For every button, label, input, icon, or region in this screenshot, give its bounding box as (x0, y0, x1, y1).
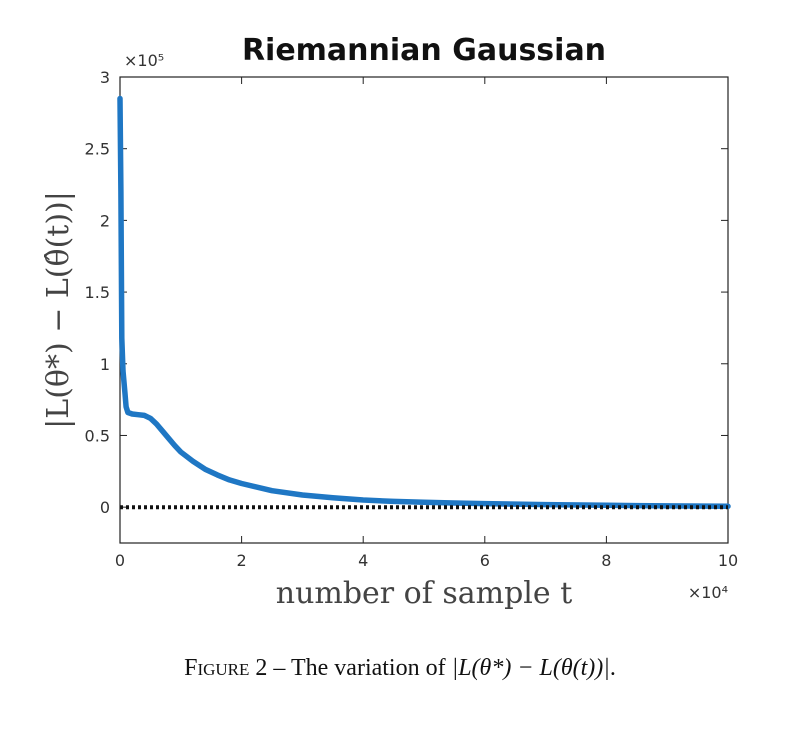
y-tick-label: 1 (100, 355, 110, 374)
y-axis-multiplier: ×10⁵ (124, 51, 164, 70)
y-tick-label: 0.5 (85, 426, 110, 445)
x-tick-label: 2 (237, 551, 247, 570)
x-tick-label: 8 (601, 551, 611, 570)
series-layer (117, 95, 731, 510)
axis-ticks: 0 2 4 6 8 10 0 0.5 1 1.5 2 2.5 3 (85, 68, 739, 570)
y-tick-label: 2.5 (85, 140, 110, 159)
caption-separator: – (267, 655, 291, 681)
x-axis-multiplier: ×10⁴ (688, 583, 728, 602)
caption-label: Figure 2 (184, 655, 268, 681)
x-axis-label: number of sample t (276, 576, 573, 611)
x-tick-label: 10 (718, 551, 738, 570)
y-tick-label: 2 (100, 211, 110, 230)
x-tick-label: 0 (115, 551, 125, 570)
caption-text: The variation of (290, 655, 452, 681)
x-tick-label: 6 (480, 551, 490, 570)
y-tick-label: 0 (100, 498, 110, 517)
y-tick-label: 1.5 (85, 283, 110, 302)
plot-area (119, 76, 729, 544)
y-axis-label: |L(θ*) − L(θ̂(t))| (41, 191, 76, 429)
x-tick-label: 4 (358, 551, 368, 570)
caption-formula: |L(θ*) − L(θ(t))| (451, 655, 610, 681)
figure-caption: Figure 2 – The variation of |L(θ*) − L(θ… (0, 655, 800, 682)
loss-difference-line (117, 95, 731, 510)
chart-title: Riemannian Gaussian (242, 33, 606, 68)
caption-end: . (609, 655, 616, 681)
y-tick-label: 3 (100, 68, 110, 87)
